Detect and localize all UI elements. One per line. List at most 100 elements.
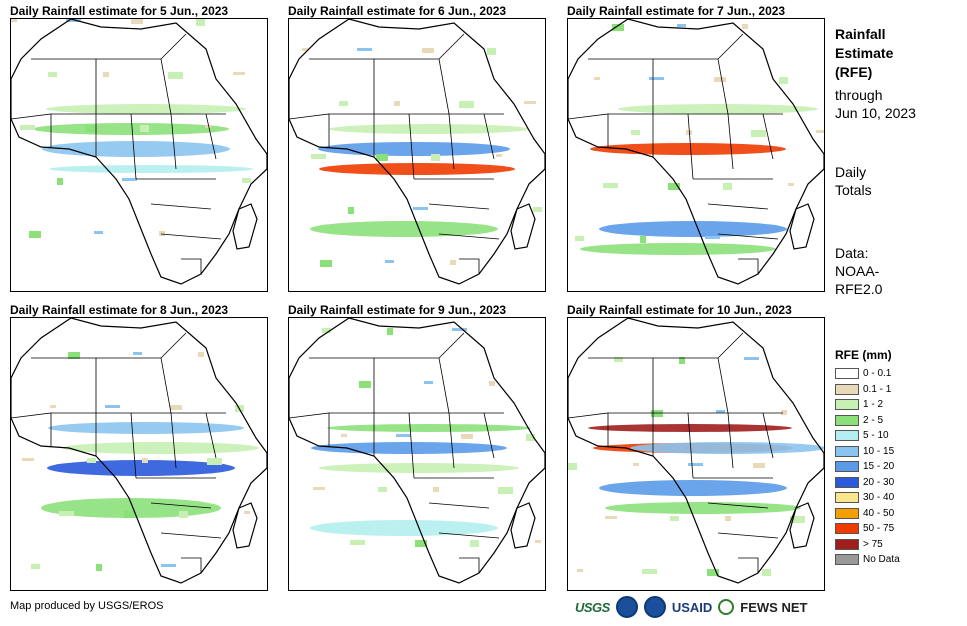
rainfall-cell xyxy=(533,207,542,212)
country-border xyxy=(738,557,759,573)
rainfall-band xyxy=(48,422,244,434)
rainfall-cell xyxy=(376,154,388,161)
rainfall-band xyxy=(318,142,510,156)
legend-label: 20 - 30 xyxy=(863,476,895,488)
rainfall-band xyxy=(590,143,786,155)
legend-label: > 75 xyxy=(863,538,883,550)
rainfall-cell xyxy=(122,178,137,181)
rainfall-band xyxy=(588,424,792,432)
coastline xyxy=(232,203,258,250)
africa-map-svg xyxy=(11,318,267,584)
rainfall-cell xyxy=(496,154,502,157)
rainfall-cell xyxy=(526,434,535,441)
nasa-logo-icon xyxy=(643,596,666,618)
legend-swatch xyxy=(835,523,859,535)
fews-net-logo: FEWS NET xyxy=(740,599,808,615)
country-border xyxy=(653,357,729,414)
rainfall-cell xyxy=(575,236,584,241)
rainfall-cell xyxy=(649,77,664,80)
rainfall-cell xyxy=(524,101,536,104)
coastline xyxy=(568,318,824,584)
coastline xyxy=(232,502,258,549)
rainfall-cell xyxy=(631,130,640,135)
rainfall-band xyxy=(49,165,253,173)
legend-swatch xyxy=(835,445,859,457)
rainfall-cell xyxy=(198,352,204,357)
country-border xyxy=(408,412,415,479)
rainfall-cell xyxy=(424,381,433,384)
rainfall-cell xyxy=(640,236,646,243)
country-border xyxy=(205,412,217,459)
rainfall-band xyxy=(41,498,221,518)
rainfall-cell xyxy=(788,183,794,186)
legend-swatch xyxy=(835,554,859,566)
rainfall-cell xyxy=(431,154,440,161)
side-title-line2: Estimate xyxy=(835,45,894,61)
usaid-logo: USAID xyxy=(671,599,713,615)
country-border xyxy=(408,113,415,180)
rainfall-band xyxy=(311,442,507,454)
rainfall-cell xyxy=(725,516,731,521)
legend-item: 0.1 - 1 xyxy=(835,382,900,398)
rainfall-cell xyxy=(170,405,182,410)
legend-item: 15 - 20 xyxy=(835,459,900,475)
country-border xyxy=(717,332,744,359)
rainfall-cell xyxy=(668,183,680,190)
legend-swatch xyxy=(835,461,859,473)
legend-swatch xyxy=(835,414,859,426)
rainfall-cell xyxy=(707,569,719,576)
rainfall-cell xyxy=(94,231,103,234)
coastline xyxy=(789,502,815,549)
rainfall-map-1 xyxy=(10,18,268,292)
rainfall-cell xyxy=(140,125,149,132)
rainfall-cell xyxy=(614,357,623,362)
africa-map-svg xyxy=(568,318,824,584)
rainfall-cell xyxy=(594,77,600,80)
rainfall-cell xyxy=(87,458,96,463)
africa-map-svg xyxy=(568,19,824,285)
panel-title-1: Daily Rainfall estimate for 5 Jun., 2023 xyxy=(10,4,229,18)
side-data-source-2: RFE2.0 xyxy=(835,281,883,297)
rainfall-cell xyxy=(302,48,308,51)
rainfall-band xyxy=(46,104,246,114)
rainfall-cell xyxy=(487,48,496,55)
rainfall-cell xyxy=(59,511,74,516)
rainfall-cell xyxy=(716,410,725,413)
country-border xyxy=(11,412,52,446)
rainfall-cell xyxy=(68,352,80,359)
coastline xyxy=(789,203,815,250)
rainfall-band xyxy=(580,243,776,255)
rainfall-cell xyxy=(320,260,332,267)
panel-title-5: Daily Rainfall estimate for 9 Jun., 2023 xyxy=(288,303,507,317)
panel-title-6: Daily Rainfall estimate for 10 Jun., 202… xyxy=(567,303,792,317)
rainfall-cell xyxy=(96,564,102,571)
country-border xyxy=(428,502,490,509)
rainfall-cell xyxy=(179,511,188,518)
legend-label: 15 - 20 xyxy=(863,461,895,473)
rainfall-cell xyxy=(20,125,35,130)
legend-item: 40 - 50 xyxy=(835,506,900,522)
side-title-line1: Rainfall xyxy=(835,26,886,42)
rainfall-band xyxy=(42,141,230,157)
rainfall-cell xyxy=(161,564,176,567)
rainfall-cell xyxy=(350,540,365,545)
legend-item: No Data xyxy=(835,552,900,568)
legend-item: 1 - 2 xyxy=(835,397,900,413)
country-border xyxy=(160,233,222,240)
rainfall-band xyxy=(618,104,818,114)
legend-label: No Data xyxy=(863,554,900,566)
legend-item: 0 - 0.1 xyxy=(835,366,900,382)
rainfall-cell xyxy=(742,24,748,29)
rainfall-map-5 xyxy=(288,317,546,591)
side-daily: Daily xyxy=(835,164,867,180)
logo-bar: USGS USAID FEWS NET xyxy=(575,596,807,618)
rainfall-cell xyxy=(359,381,371,388)
rainfall-cell xyxy=(394,101,400,106)
fews-net-icon xyxy=(718,599,735,615)
rainfall-cell xyxy=(387,328,393,335)
panel-title-2: Daily Rainfall estimate for 6 Jun., 2023 xyxy=(288,4,507,18)
side-totals: Totals xyxy=(835,182,872,198)
country-border xyxy=(727,113,734,170)
rainfall-band xyxy=(599,221,787,237)
rainfall-cell xyxy=(790,516,805,523)
